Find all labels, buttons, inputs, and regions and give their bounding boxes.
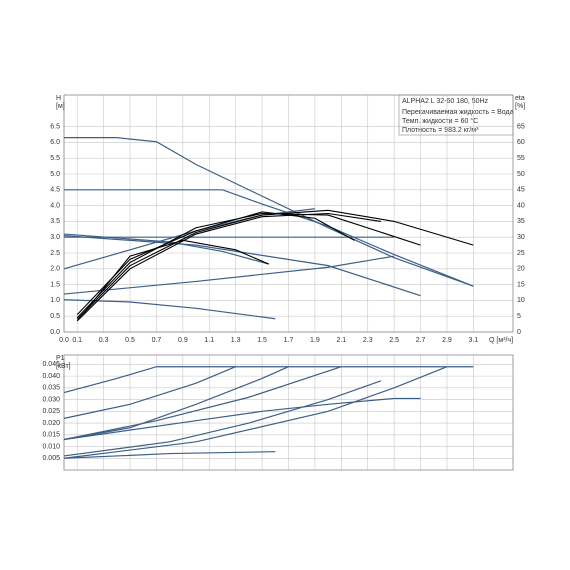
x-tick-label: 1.1	[204, 337, 214, 344]
x-tick-label: 3.1	[469, 337, 479, 344]
y-tick-label: 4.0	[50, 202, 60, 209]
y2-tick-label: 25	[517, 250, 525, 257]
curve	[63, 366, 342, 441]
y2-tick-label: 5	[517, 313, 521, 320]
y-tick-label: 2.5	[50, 250, 60, 257]
y-tick-label: 0.0	[50, 329, 60, 336]
curve	[63, 255, 395, 295]
curve	[76, 209, 474, 320]
y-tick-label: 0.015	[42, 432, 60, 439]
y-tick-label: 3.0	[50, 234, 60, 241]
y-tick-label: 0.020	[42, 420, 60, 427]
y2-tick-label: 0	[517, 329, 521, 336]
info-box	[398, 94, 514, 136]
x-tick-label: 2.7	[416, 337, 426, 344]
x-tick-label: 0.1	[72, 337, 82, 344]
x-tick-label: 1.5	[257, 337, 267, 344]
y-tick-label: 0.5	[50, 313, 60, 320]
x-tick-label: 1.9	[310, 337, 320, 344]
y2-tick-label: 15	[517, 281, 525, 288]
y2-tick-label: 65	[517, 123, 525, 130]
y-axis-label: P1 [кВт]	[56, 355, 71, 370]
y2-axis-label: eta [%]	[515, 95, 525, 110]
curve	[63, 233, 269, 265]
curve	[76, 211, 355, 315]
x-tick-label: 0.5	[125, 337, 135, 344]
y-tick-label: 5.0	[50, 171, 60, 178]
curve	[76, 212, 382, 322]
x-tick-label: 1.7	[284, 337, 294, 344]
curve	[63, 366, 448, 459]
curve	[64, 137, 474, 287]
y2-tick-label: 10	[517, 297, 525, 304]
y2-tick-label: 40	[517, 202, 525, 209]
curve	[63, 366, 289, 441]
x-tick-label: 1.3	[231, 337, 241, 344]
y-tick-label: 6.0	[50, 139, 60, 146]
y-axis-label: H [м]	[56, 95, 65, 110]
x-tick-label: 0.9	[178, 337, 188, 344]
y-tick-label: 1.0	[50, 297, 60, 304]
x-tick-label: 2.3	[363, 337, 373, 344]
temperature: Темп. жидкости = 60 °C	[402, 117, 478, 125]
y-tick-label: 5.5	[50, 155, 60, 162]
y-tick-label: 0.045	[42, 361, 60, 368]
curve	[83, 239, 269, 314]
curve	[63, 380, 382, 457]
curve	[63, 366, 474, 394]
y2-tick-label: 50	[517, 171, 525, 178]
y-tick-label: 4.5	[50, 187, 60, 194]
y2-tick-label: 60	[517, 139, 525, 146]
curve	[63, 235, 421, 297]
fluid: Перекачиваемая жидкость = Вода	[402, 109, 514, 116]
x-tick-label: 0.7	[152, 337, 162, 344]
y-tick-label: 0.010	[42, 443, 60, 450]
y-tick-label: 0.035	[42, 385, 60, 392]
y-tick-label: 0.005	[42, 455, 60, 462]
curve	[63, 397, 421, 441]
y2-tick-label: 35	[517, 218, 525, 225]
y-tick-label: 3.5	[50, 218, 60, 225]
y-tick-label: 2.0	[50, 266, 60, 273]
y2-tick-label: 45	[517, 187, 525, 194]
curve	[76, 212, 421, 319]
y-tick-label: 1.5	[50, 281, 60, 288]
x-tick-label: 2.9	[442, 337, 452, 344]
plot-frame	[63, 94, 514, 333]
y-tick-label: 0.040	[42, 373, 60, 380]
x-axis-label: Q [м³/ч]	[489, 337, 513, 344]
curve	[63, 451, 276, 459]
y-tick-label: 6.5	[50, 123, 60, 130]
y2-tick-label: 55	[517, 155, 525, 162]
y-tick-label: 0.025	[42, 408, 60, 415]
plot-frame	[63, 354, 514, 471]
x-tick-label: 2.5	[389, 337, 399, 344]
y2-tick-label: 20	[517, 266, 525, 273]
x-tick-label: 0.0	[59, 337, 69, 344]
pump-model: ALPHA2 L 32-60 180, 50Hz	[402, 98, 489, 105]
y2-tick-label: 30	[517, 234, 525, 241]
x-tick-label: 0.3	[99, 337, 109, 344]
y-tick-label: 0.030	[42, 396, 60, 403]
density: Плотность = 983.2 кг/м³	[402, 127, 479, 134]
x-tick-label: 2.1	[336, 337, 346, 344]
curve	[63, 366, 236, 419]
